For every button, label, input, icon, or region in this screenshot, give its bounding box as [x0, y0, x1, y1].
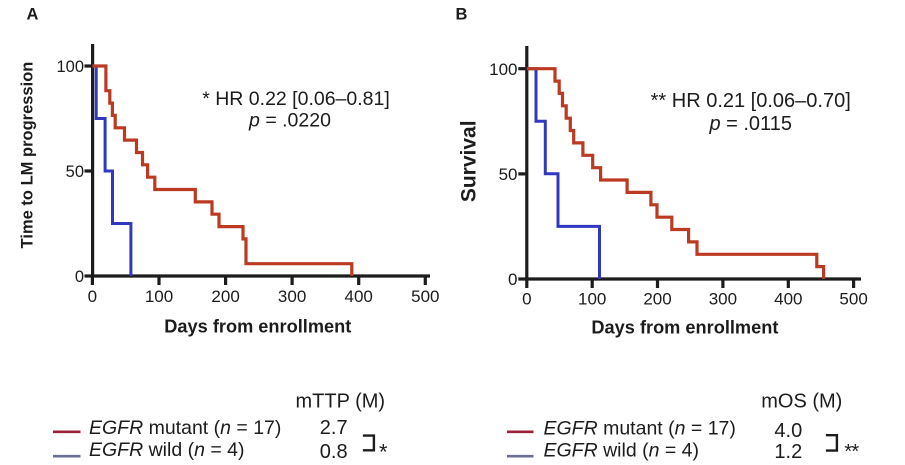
svg-text:200: 200 [211, 287, 239, 306]
svg-text:EGFR wild (n = 4): EGFR wild (n = 4) [89, 439, 245, 461]
svg-text:0: 0 [522, 290, 531, 309]
svg-text:mTTP (M): mTTP (M) [295, 391, 385, 413]
svg-text:mOS (M): mOS (M) [761, 391, 842, 413]
svg-text:Survival: Survival [458, 120, 481, 202]
svg-text:p = .0220: p = .0220 [248, 110, 331, 132]
svg-text:Days from enrollment: Days from enrollment [164, 317, 351, 337]
svg-text:* HR 0.22 [0.06–0.81]: * HR 0.22 [0.06–0.81] [202, 88, 390, 110]
svg-text:300: 300 [278, 287, 306, 306]
svg-text:*: * [851, 441, 859, 463]
svg-text:p = .0115: p = .0115 [708, 113, 791, 135]
svg-text:Time to LM progression: Time to LM progression [19, 62, 37, 249]
svg-text:400: 400 [774, 290, 802, 309]
svg-text:EGFR wild (n = 4): EGFR wild (n = 4) [544, 440, 700, 462]
svg-text:300: 300 [709, 290, 737, 309]
svg-text:EGFR mutant (n = 17): EGFR mutant (n = 17) [89, 417, 281, 439]
svg-text:500: 500 [839, 290, 867, 309]
svg-text:*: * [379, 439, 388, 464]
svg-text:500: 500 [411, 287, 439, 306]
svg-text:A: A [27, 5, 39, 23]
svg-text:*: * [844, 441, 852, 463]
svg-text:0.8: 0.8 [320, 441, 348, 463]
svg-text:100: 100 [56, 58, 84, 76]
svg-text:50: 50 [499, 165, 518, 184]
svg-text:100: 100 [489, 60, 517, 79]
svg-text:1.2: 1.2 [774, 441, 802, 463]
svg-text:0: 0 [508, 270, 517, 289]
svg-text:Days from enrollment: Days from enrollment [591, 318, 778, 338]
svg-text:2.7: 2.7 [320, 417, 348, 439]
svg-text:400: 400 [345, 287, 373, 306]
svg-text:4.0: 4.0 [774, 420, 802, 442]
svg-text:B: B [456, 5, 468, 23]
svg-text:100: 100 [578, 290, 606, 309]
svg-text:0: 0 [88, 287, 97, 306]
svg-text:50: 50 [66, 163, 84, 181]
svg-text:0: 0 [75, 268, 84, 286]
svg-text:** HR 0.21 [0.06–0.70]: ** HR 0.21 [0.06–0.70] [651, 90, 851, 112]
svg-text:EGFR mutant (n = 17): EGFR mutant (n = 17) [544, 418, 736, 440]
svg-text:200: 200 [643, 290, 671, 309]
svg-text:100: 100 [145, 287, 173, 306]
